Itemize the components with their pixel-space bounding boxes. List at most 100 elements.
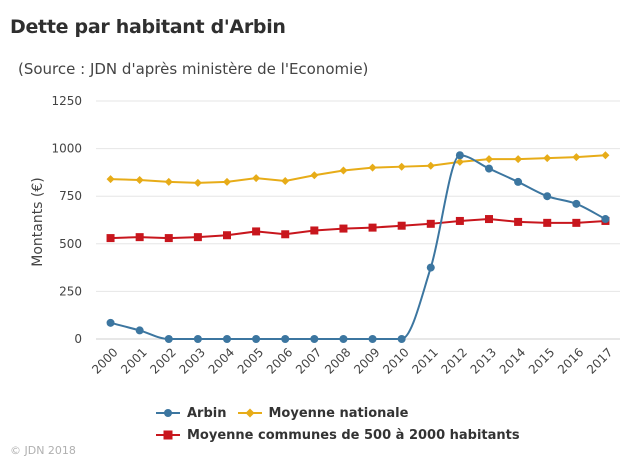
x-tick-label: 2005	[235, 345, 266, 376]
data-point	[426, 219, 435, 228]
data-point	[485, 155, 493, 164]
data-point	[135, 233, 144, 242]
series-line	[110, 218, 606, 240]
x-tick-label: 2017	[584, 345, 615, 376]
x-tick-label: 2014	[497, 345, 528, 376]
data-point	[368, 163, 377, 172]
x-tick-label: 2008	[322, 345, 353, 376]
y-tick-label: 1000	[51, 142, 82, 156]
data-point	[514, 217, 523, 226]
y-tick-label: 750	[59, 189, 82, 203]
data-point	[514, 177, 523, 186]
data-point	[572, 199, 581, 208]
data-point	[601, 151, 610, 160]
data-point	[252, 174, 261, 183]
x-tick-label: 2003	[177, 345, 208, 376]
series-0	[106, 151, 610, 343]
x-tick-label: 2016	[555, 345, 586, 376]
y-tick-labels: 0 250 500 750 1000 1250	[51, 94, 82, 346]
data-point	[164, 335, 173, 343]
data-point	[397, 335, 406, 343]
x-tick-label: 2007	[293, 345, 324, 376]
data-point	[601, 215, 610, 224]
data-point	[485, 215, 493, 224]
data-point	[543, 154, 552, 163]
chart-subtitle: (Source : JDN d'après ministère de l'Eco…	[18, 60, 369, 78]
data-point	[368, 223, 377, 232]
legend-swatch-arbin	[156, 409, 180, 417]
data-point	[397, 162, 406, 171]
legend-swatch-moyenne-nationale	[237, 408, 262, 418]
x-tick-label: 2002	[147, 345, 178, 376]
y-tick-label: 250	[59, 284, 82, 298]
chart-legend: Arbin Moyenne nationale Moyenne communes…	[155, 402, 530, 446]
data-point	[339, 166, 348, 175]
data-point	[281, 176, 290, 185]
data-point	[223, 231, 231, 240]
series-2	[106, 215, 610, 243]
data-point	[485, 164, 493, 173]
chart-title: Dette par habitant d'Arbin	[10, 16, 286, 38]
y-tick-label: 1250	[51, 94, 82, 108]
data-point	[281, 230, 290, 239]
data-point	[310, 171, 319, 180]
data-point	[281, 335, 290, 343]
data-point	[543, 192, 552, 201]
series-line	[110, 154, 606, 184]
series-1	[106, 151, 610, 187]
data-point	[193, 233, 202, 242]
data-point	[310, 226, 319, 235]
data-point	[252, 335, 261, 343]
x-tick-label: 2011	[409, 345, 440, 376]
data-point	[339, 335, 348, 343]
data-point	[223, 177, 231, 186]
data-point	[455, 216, 464, 225]
legend-swatch-moyenne-communes	[156, 430, 180, 440]
legend-item-arbin: Arbin	[155, 406, 227, 421]
legend-label-arbin: Arbin	[187, 405, 227, 421]
legend-label-moyenne-nationale: Moyenne nationale	[268, 405, 409, 421]
data-point	[164, 177, 173, 186]
legend-item-moyenne-nationale: Moyenne nationale	[237, 405, 409, 421]
grid-lines	[96, 100, 620, 340]
data-point	[193, 178, 202, 187]
data-point	[572, 218, 581, 227]
x-tick-label: 2006	[264, 345, 295, 376]
x-tick-labels: 2000200120022003200420052006200720082009…	[89, 345, 615, 376]
x-tick-label: 2010	[380, 345, 411, 376]
data-point	[514, 155, 523, 164]
data-point	[106, 318, 115, 327]
x-tick-label: 2015	[526, 345, 557, 376]
y-tick-label: 500	[59, 237, 82, 251]
x-tick-label: 2012	[439, 345, 470, 376]
data-point	[543, 218, 552, 227]
x-tick-label: 2000	[89, 345, 120, 376]
data-point	[106, 175, 115, 184]
data-point	[135, 326, 144, 335]
x-tick-label: 2004	[206, 345, 237, 376]
data-point	[455, 151, 464, 160]
data-point	[455, 157, 464, 166]
x-tick-label: 2013	[468, 345, 499, 376]
series-group	[106, 151, 610, 343]
data-point	[164, 234, 173, 243]
x-tick-label: 2009	[351, 345, 382, 376]
data-point	[252, 227, 261, 236]
copyright-credit: © JDN 2018	[10, 444, 76, 457]
legend-item-moyenne-communes: Moyenne communes de 500 à 2000 habitants	[155, 428, 520, 443]
data-point	[368, 335, 377, 343]
y-tick-label: 0	[74, 332, 82, 346]
data-point	[339, 224, 348, 233]
data-point	[193, 335, 202, 343]
legend-label-moyenne-communes: Moyenne communes de 500 à 2000 habitants	[187, 427, 520, 443]
data-point	[106, 234, 115, 243]
y-axis-label: Montants (€)	[30, 177, 46, 267]
data-point	[310, 335, 319, 343]
data-point	[572, 153, 581, 162]
data-point	[223, 335, 231, 343]
data-point	[426, 161, 435, 170]
data-point	[397, 221, 406, 230]
data-point	[135, 176, 144, 185]
data-point	[426, 263, 435, 272]
